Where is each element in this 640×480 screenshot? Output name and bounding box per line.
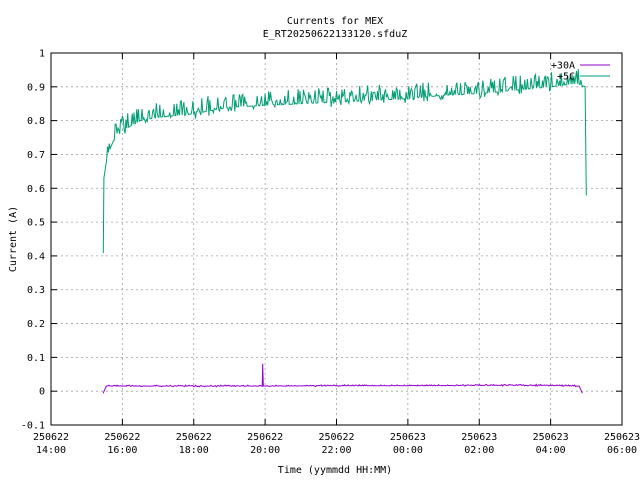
x-tick-date: 250622: [104, 432, 140, 443]
y-tick-label: 1: [39, 49, 45, 60]
x-tick-date: 250622: [247, 432, 283, 443]
data-point: [193, 113, 195, 115]
y-axis-label: Current (A): [8, 206, 19, 272]
legend-label: +30A: [551, 61, 575, 72]
data-point: [407, 98, 409, 100]
y-axis: -0.1 0 0.1 0.2 0.3 0.4 0.5 0.6 0.7 0.8 0.9 1: [21, 49, 622, 432]
data-point: [514, 89, 516, 91]
data-point: [102, 252, 104, 254]
data-point: [157, 116, 159, 118]
data-point: [139, 120, 141, 122]
legend: +30A+5C: [551, 61, 610, 83]
data-point: [261, 385, 263, 387]
data-point: [336, 101, 337, 103]
data-point: [103, 177, 105, 179]
x-tick-date: 250622: [33, 432, 69, 443]
data-point: [584, 86, 586, 88]
data-point: [228, 106, 230, 108]
data-point: [550, 86, 552, 88]
chart-title: Currents for MEX: [287, 16, 383, 27]
data-point: [371, 99, 373, 101]
data-point: [576, 82, 578, 84]
data-point: [112, 140, 114, 142]
x-tick-time: 02:00: [464, 445, 494, 456]
data-point: [478, 93, 480, 95]
x-tick-time: 14:00: [36, 445, 66, 456]
y-tick-label: 0.4: [27, 251, 45, 262]
x-tick-time: 04:00: [536, 445, 566, 456]
x-tick-time: 20:00: [250, 445, 280, 456]
y-tick-label: 0.7: [27, 150, 45, 161]
y-tick-label: 0.6: [27, 184, 45, 195]
y-tick-label: 0.2: [27, 319, 45, 330]
x-tick-time: 06:00: [607, 445, 637, 456]
y-tick-label: 0.3: [27, 285, 45, 296]
x-tick-date: 250623: [461, 432, 497, 443]
series-line-plus-30a: [102, 364, 583, 394]
data-point: [264, 104, 266, 106]
data-point: [102, 392, 104, 394]
x-tick-time: 16:00: [107, 445, 137, 456]
x-axis: 250622 14:00 250622 16:00 250622 18:00 250622 2…: [33, 53, 640, 456]
data-point: [262, 363, 264, 365]
data-point: [407, 385, 409, 387]
data-point: [581, 392, 583, 394]
data-point: [585, 194, 587, 196]
x-tick-time: 18:00: [179, 445, 209, 456]
y-tick-label: 0.9: [27, 82, 45, 93]
chart-subtitle: E_RT20250622133120.sfduZ: [263, 29, 408, 40]
data-point: [300, 103, 302, 105]
x-tick-date: 250623: [604, 432, 640, 443]
x-axis-label: Time (yymmdd HH:MM): [278, 465, 392, 476]
y-tick-label: -0.1: [21, 421, 45, 432]
x-tick-time: 22:00: [321, 445, 351, 456]
x-tick-date: 250623: [533, 432, 569, 443]
data-point: [443, 94, 445, 96]
x-tick-date: 250623: [390, 432, 426, 443]
series-layer: [102, 69, 587, 394]
data-point: [336, 385, 337, 387]
data-point: [478, 384, 480, 386]
data-point: [193, 385, 195, 387]
y-tick-label: 0.1: [27, 353, 45, 364]
data-point: [121, 130, 123, 132]
data-point: [578, 385, 580, 387]
legend-label: +5C: [557, 72, 575, 83]
data-point: [262, 385, 264, 387]
y-tick-label: 0.5: [27, 218, 45, 229]
data-point: [550, 384, 552, 386]
y-tick-label: 0.8: [27, 116, 45, 127]
x-tick-date: 250622: [176, 432, 212, 443]
grid-lines: [50, 52, 623, 426]
y-tick-label: 0: [39, 387, 45, 398]
data-point: [107, 153, 109, 155]
data-point: [121, 385, 123, 387]
data-point: [105, 385, 107, 387]
x-tick-date: 250622: [318, 432, 354, 443]
x-tick-time: 00:00: [393, 445, 423, 456]
series-line-plus-5c: [102, 69, 587, 253]
